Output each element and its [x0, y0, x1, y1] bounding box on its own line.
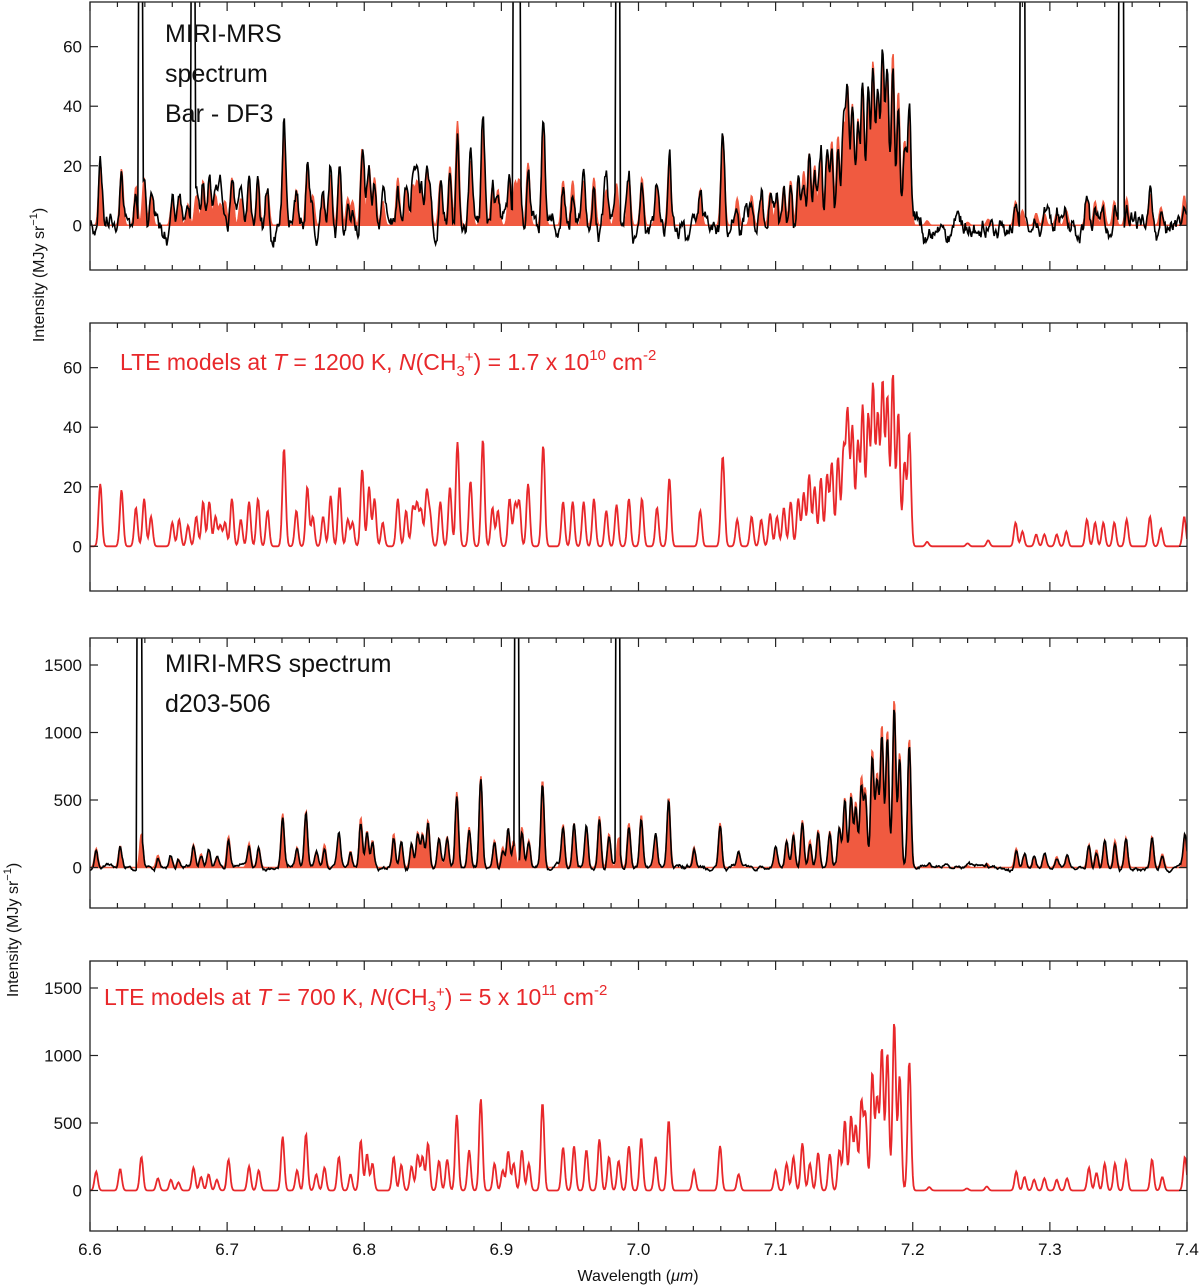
- y-tick-label: 500: [54, 791, 82, 810]
- y-tick-label: 20: [63, 478, 82, 497]
- y-tick-label: 0: [73, 537, 82, 556]
- panel-4-model-label: LTE models at T = 700 K, N(CH3+) = 5 x 1…: [104, 982, 607, 1015]
- panel-1-plot: [90, 2, 1187, 248]
- observed-spectrum-line: [90, 2, 1187, 248]
- x-tick-label: 7.2: [901, 1240, 925, 1259]
- x-tick-label: 7.0: [627, 1240, 651, 1259]
- y-tick-label: 1500: [44, 979, 82, 998]
- y-tick-label: 1500: [44, 656, 82, 675]
- panel-2: 0 20 40 60 LTE models at T = 1200 K, N(CH3+…: [63, 322, 1188, 592]
- panel-3-axes: 0 500 1000 1500: [44, 638, 1188, 908]
- y-tick-label: 0: [73, 216, 82, 235]
- x-tick-label: 6.7: [215, 1240, 239, 1259]
- panel-3-plot: [90, 638, 1187, 874]
- panel-2-axes: 0 20 40 60: [63, 323, 1188, 591]
- x-axis-label: Wavelength (μm): [577, 1268, 698, 1285]
- panel-1-label-line1: MIRI-MRS: [165, 20, 282, 48]
- model-fill-series: [90, 700, 1187, 869]
- y-tick-label: 40: [63, 418, 82, 437]
- x-tick-label: 7.3: [1038, 1240, 1062, 1259]
- y-tick-label: 20: [63, 157, 82, 176]
- panel-3-label-line2: d203-506: [165, 690, 271, 718]
- y-tick-label: 60: [63, 38, 82, 57]
- x-tick-label: 7.1: [764, 1240, 788, 1259]
- panel-1-label-line2: spectrum: [165, 60, 268, 88]
- y-tick-label: 60: [63, 359, 82, 378]
- y-axis-label-top: Intensity (MJy sr−1): [28, 208, 48, 342]
- x-tick-label: 6.8: [352, 1240, 376, 1259]
- panel-1-axes: 0 20 40 60: [63, 2, 1188, 270]
- y-axis-label-bottom: Intensity (MJy sr−1): [2, 863, 22, 997]
- y-tick-label: 1000: [44, 1047, 82, 1066]
- x-tick-label: 6.6: [78, 1240, 102, 1259]
- observed-spectrum-line: [90, 638, 1187, 874]
- y-tick-label: 1000: [44, 724, 82, 743]
- panel-3: 0 500 1000 1500 MIRI-MRS spectrum d203-506: [44, 637, 1188, 909]
- y-tick-label: 0: [73, 859, 82, 878]
- panel-1-label-line3: Bar - DF3: [165, 100, 273, 128]
- panel-2-model-label: LTE models at T = 1200 K, N(CH3+) = 1.7 …: [120, 347, 656, 380]
- y-tick-label: 0: [73, 1182, 82, 1201]
- model-spectrum-line: [90, 374, 1187, 548]
- panel-3-label-line1: MIRI-MRS spectrum: [165, 650, 391, 678]
- y-tick-label: 500: [54, 1114, 82, 1133]
- panel-4-plot: [90, 1023, 1187, 1192]
- x-tick-label: 6.9: [490, 1240, 514, 1259]
- model-spectrum-line: [90, 1023, 1187, 1192]
- panel-1: 0 20 40 60 MIRI-MRS spectrum Bar - DF3: [63, 1, 1188, 271]
- panel-2-plot: [90, 374, 1187, 548]
- panel-4-axes: 0 500 1000 1500 6.6 6.7 6.8 6.9 7.0 7.1 7.2 7.3 7.4: [44, 961, 1199, 1259]
- x-tick-label: 7.4: [1175, 1240, 1199, 1259]
- y-tick-label: 40: [63, 97, 82, 116]
